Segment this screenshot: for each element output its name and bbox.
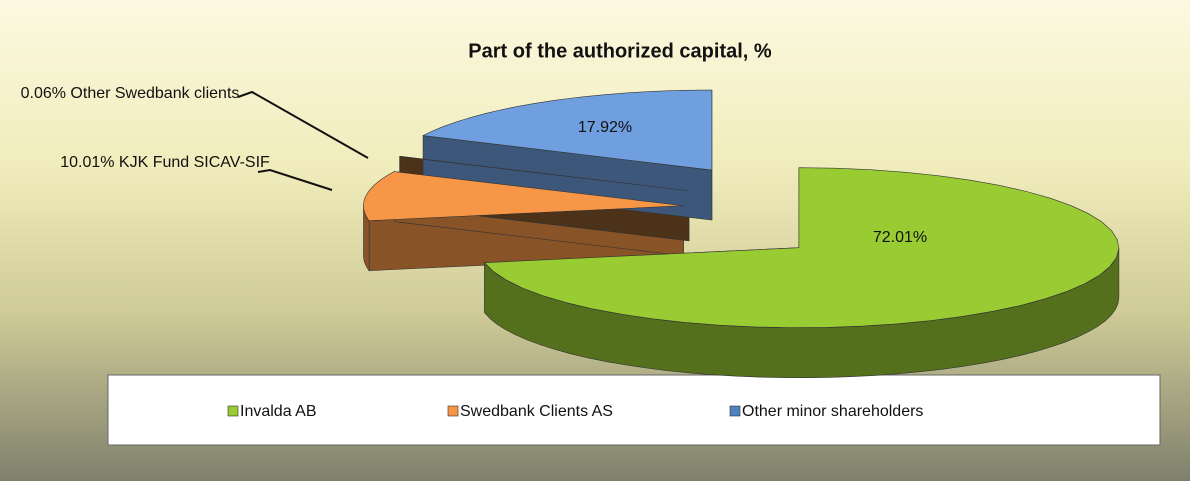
data-label: 17.92% bbox=[578, 119, 632, 136]
data-label: 10.01% bbox=[60, 154, 115, 171]
data-label: 0.06% bbox=[20, 85, 66, 102]
legend-swatch bbox=[729, 405, 741, 417]
data-label: 72.01% bbox=[873, 229, 927, 246]
chart-title: Part of the authorized capital, % bbox=[468, 40, 772, 62]
legend-label: Swedbank Clients AS bbox=[460, 403, 613, 420]
slice-label: 0.06% Other Swedbank clients bbox=[10, 84, 250, 104]
slice bbox=[483, 167, 1120, 329]
slice-tops bbox=[363, 89, 1120, 329]
slice-name: KJK Fund SICAV-SIF bbox=[118, 154, 270, 171]
leader-line bbox=[257, 168, 333, 191]
legend-label: Other minor shareholders bbox=[742, 403, 923, 420]
slice-label: 10.01% KJK Fund SICAV-SIF bbox=[60, 153, 270, 173]
legend-swatch bbox=[447, 405, 459, 417]
slice bbox=[399, 155, 690, 192]
leader-line bbox=[237, 90, 369, 159]
slice-name: Other Swedbank clients bbox=[70, 85, 240, 102]
slice bbox=[363, 171, 684, 222]
legend-swatch bbox=[227, 405, 239, 417]
slice bbox=[422, 89, 713, 171]
legend-label: Invalda AB bbox=[240, 403, 317, 420]
legend-box bbox=[107, 374, 1161, 446]
